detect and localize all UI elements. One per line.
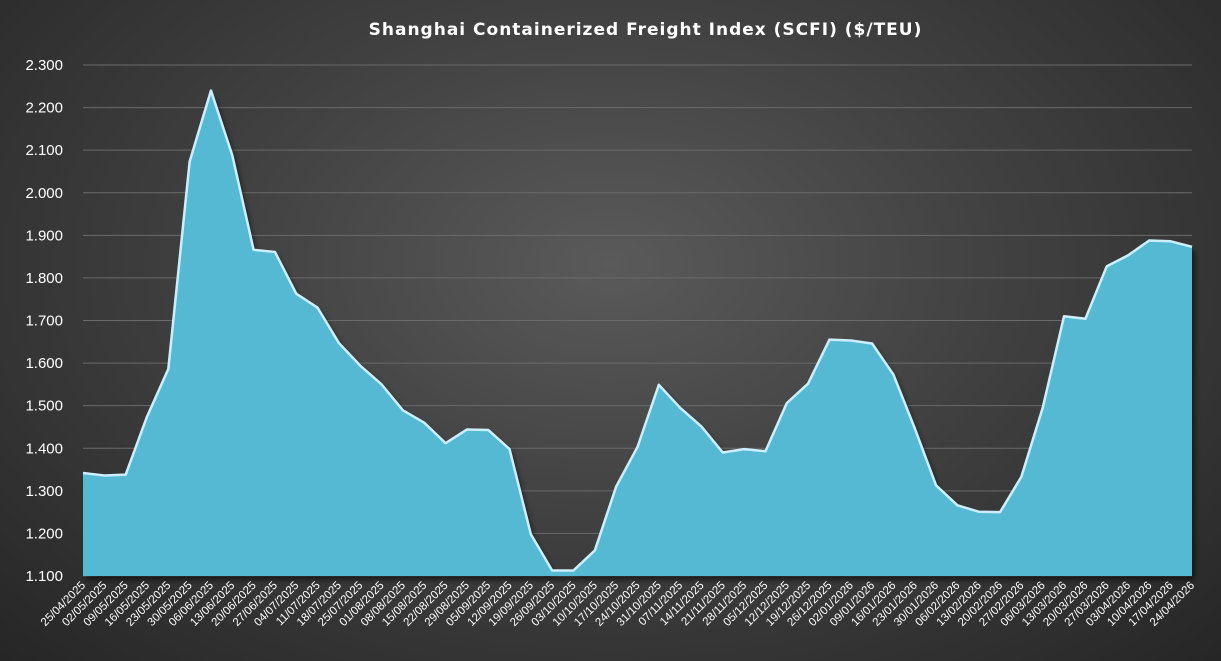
y-tick-label: 1.300 <box>25 483 63 500</box>
y-tick-label: 1.100 <box>25 568 63 585</box>
y-tick-label: 1.200 <box>25 525 63 542</box>
y-tick-label: 2.300 <box>25 57 63 74</box>
y-tick-label: 1.500 <box>25 398 63 415</box>
y-tick-label: 2.100 <box>25 142 63 159</box>
y-tick-label: 1.900 <box>25 227 63 244</box>
area-series <box>82 89 1193 577</box>
y-tick-label: 1.600 <box>25 355 63 372</box>
area-fill <box>83 90 1192 577</box>
x-axis-ticks: 25/04/202502/05/202509/05/202516/05/2025… <box>39 580 1197 629</box>
y-axis-ticks: 1.100 1.200 1.300 1.400 1.500 1.600 1.700 1.800… <box>25 57 63 585</box>
y-tick-label: 1.800 <box>25 270 63 287</box>
chart-title: Shanghai Containerized Freight Index (SC… <box>368 20 923 40</box>
y-tick-label: 1.700 <box>25 313 63 330</box>
y-tick-label: 1.400 <box>25 440 63 457</box>
area-top-edge <box>82 89 1193 572</box>
y-tick-label: 2.000 <box>25 185 63 202</box>
y-tick-label: 2.200 <box>25 100 63 117</box>
